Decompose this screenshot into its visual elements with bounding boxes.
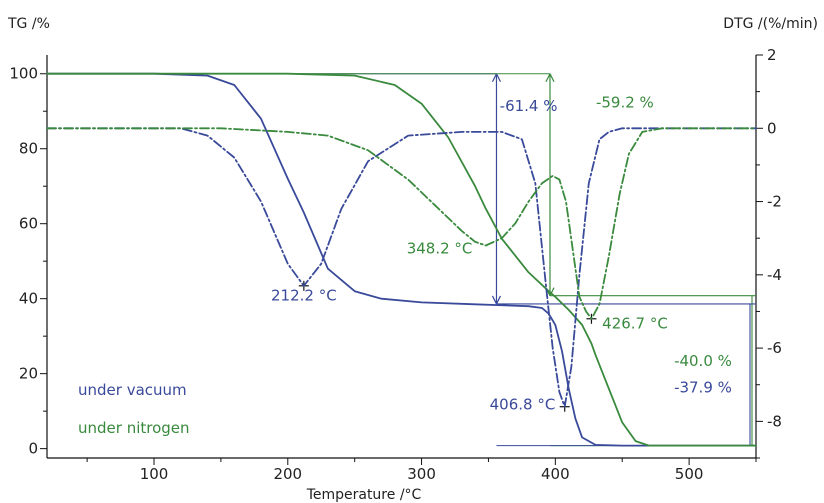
series-2-dashdot-right [46, 127, 757, 408]
axes-layer [46, 55, 757, 459]
step-arrow-down-b-0 [495, 295, 502, 305]
y-axis-right-title: DTG /(%/min) [723, 16, 818, 32]
y-right-tick-label--8: -8 [767, 412, 782, 430]
y-left-tick-label-80: 80 [19, 140, 38, 158]
annotation-1: -59.2 % [596, 93, 654, 111]
step-arrow-down-a-0 [491, 295, 498, 305]
annotation-5: -40.0 % [674, 352, 732, 370]
annotation-7: 406.8 °C [490, 395, 556, 413]
series-layer [46, 72, 757, 447]
series-3-dashdot-right [46, 127, 757, 320]
annotations-layer: -61.4 % -59.2 % 212.2 °C 348.2 °C 426.7 °C -4… [271, 93, 732, 413]
step-arrow-down-b-1 [549, 287, 555, 296]
x-tick-label-300: 300 [407, 465, 436, 483]
y-left-tick-label-100: 100 [9, 65, 38, 83]
annotation-2: 212.2 °C [271, 287, 337, 305]
series-0-solid-left [46, 72, 757, 447]
x-tick-label-100: 100 [140, 465, 169, 483]
y-left-tick-label-40: 40 [19, 290, 38, 308]
y-axis-left-title: TG /% [7, 16, 50, 32]
step-arrow-up-b-0 [495, 73, 502, 83]
annotation-0: -61.4 % [500, 97, 558, 115]
step-arrow-up-a-1 [545, 73, 551, 83]
y-right-tick-label--6: -6 [767, 339, 782, 357]
y-left-tick-label-20: 20 [19, 365, 38, 383]
legend-under-nitrogen: under nitrogen [78, 419, 190, 437]
x-axis-title: Temperature /°C [306, 487, 422, 503]
y-right-tick-label-0: 0 [767, 119, 777, 137]
x-tick-label-400: 400 [541, 465, 570, 483]
annotation-4: 426.7 °C [602, 315, 668, 333]
legend-under-vacuum: under vacuum [78, 381, 187, 399]
y-left-tick-label-60: 60 [19, 215, 38, 233]
annotation-3: 348.2 °C [407, 240, 473, 258]
step-arrow-up-b-1 [549, 73, 555, 83]
y-right-tick-label-2: 2 [767, 46, 777, 64]
y-left-tick-label-0: 0 [28, 440, 38, 458]
step-arrow-up-a-0 [491, 73, 498, 83]
y-right-tick-label--4: -4 [767, 266, 782, 284]
y-right-tick-label--2: -2 [767, 193, 782, 211]
x-tick-label-500: 500 [675, 465, 704, 483]
annotation-6: -37.9 % [674, 378, 732, 396]
series-1-solid-left [46, 72, 757, 447]
x-tick-label-200: 200 [273, 465, 302, 483]
